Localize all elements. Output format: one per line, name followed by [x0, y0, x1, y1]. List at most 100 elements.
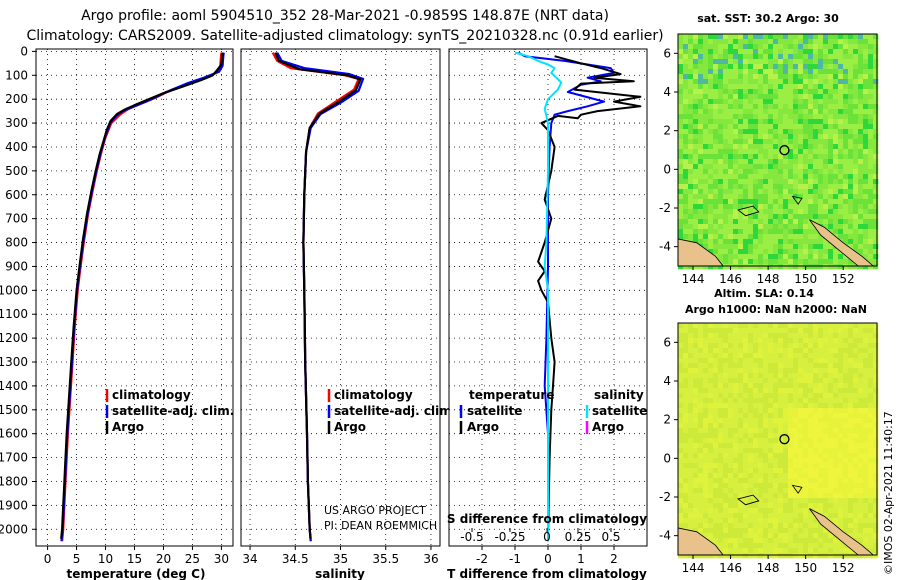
map-cell: [863, 393, 869, 399]
map-cell: [743, 234, 749, 240]
map-cell: [793, 503, 799, 509]
map-cell: [758, 59, 764, 65]
map-cell: [753, 468, 759, 474]
map-cell: [838, 229, 844, 235]
map-cell: [843, 553, 849, 559]
map-cell: [828, 473, 834, 479]
map-cell: [718, 403, 724, 409]
map-cell: [798, 149, 804, 155]
map-cell: [818, 408, 824, 414]
map-cell: [718, 513, 724, 519]
map-cell: [773, 463, 779, 469]
map-cell: [738, 348, 744, 354]
map-cell: [808, 448, 814, 454]
map-cell: [793, 378, 799, 384]
map-cell: [713, 229, 719, 235]
map-cell: [713, 513, 719, 519]
map-cell: [713, 144, 719, 150]
map-cell: [843, 49, 849, 55]
map-cell: [843, 373, 849, 379]
map-cell: [813, 343, 819, 349]
map-cell: [863, 323, 869, 329]
map-cell: [678, 383, 684, 389]
map-cell: [778, 64, 784, 70]
map-cell: [838, 478, 844, 484]
map-cell: [688, 144, 694, 150]
map-cell: [823, 94, 829, 100]
map-cell: [848, 39, 854, 45]
map-cell: [803, 169, 809, 175]
map-cell: [793, 59, 799, 65]
map-cell: [713, 538, 719, 544]
map-cell: [843, 493, 849, 499]
map-cell: [748, 483, 754, 489]
map-cell: [718, 174, 724, 180]
map-cell: [733, 418, 739, 424]
map-cell: [758, 523, 764, 529]
map-cell: [813, 239, 819, 245]
map-cell: [678, 74, 684, 80]
map-cell: [798, 523, 804, 529]
map-cell: [788, 383, 794, 389]
map-cell: [838, 383, 844, 389]
map-cell: [798, 254, 804, 260]
map-cell: [763, 89, 769, 95]
map-cell: [753, 443, 759, 449]
map-cell: [828, 184, 834, 190]
map-cell: [858, 114, 864, 120]
map-cell: [828, 538, 834, 544]
map-cell: [678, 94, 684, 100]
map-cell: [858, 119, 864, 125]
map-cell: [723, 413, 729, 419]
map-cell: [818, 184, 824, 190]
map-cell: [708, 398, 714, 404]
map-cell: [678, 214, 684, 220]
map-cell: [713, 244, 719, 250]
map-cell: [838, 323, 844, 329]
map-cell: [843, 398, 849, 404]
map-cell: [763, 94, 769, 100]
map-cell: [788, 129, 794, 135]
map-cell: [773, 79, 779, 85]
map-cell: [763, 129, 769, 135]
map-cell: [813, 523, 819, 529]
map-cell: [808, 234, 814, 240]
map-cell: [868, 134, 874, 140]
map-cell: [678, 433, 684, 439]
map-cell: [718, 398, 724, 404]
map-cell: [733, 453, 739, 459]
map-cell: [688, 553, 694, 559]
map-cell: [758, 373, 764, 379]
map-cell: [758, 84, 764, 90]
map-cell: [803, 423, 809, 429]
map-cell: [873, 124, 879, 130]
map-cell: [788, 259, 794, 265]
map-cell: [688, 159, 694, 165]
map-cell: [728, 49, 734, 55]
map-cell: [773, 54, 779, 60]
map-cell: [838, 328, 844, 334]
map-cell: [798, 239, 804, 245]
map-cell: [813, 194, 819, 200]
map-cell: [713, 44, 719, 50]
map-cell: [748, 333, 754, 339]
map-cell: [863, 164, 869, 170]
map-cell: [778, 388, 784, 394]
map-x-tick-label: 146: [719, 561, 742, 575]
map-cell: [718, 39, 724, 45]
map-cell: [748, 209, 754, 215]
map-cell: [758, 229, 764, 235]
map-cell: [838, 373, 844, 379]
map-cell: [843, 109, 849, 115]
map-cell: [713, 383, 719, 389]
map-cell: [823, 478, 829, 484]
map-cell: [838, 408, 844, 414]
map-cell: [873, 398, 879, 404]
map-cell: [853, 503, 859, 509]
map-cell: [868, 433, 874, 439]
map-cell: [808, 398, 814, 404]
map-cell: [798, 418, 804, 424]
map-cell: [833, 114, 839, 120]
map-cell: [748, 458, 754, 464]
map-cell: [873, 44, 879, 50]
